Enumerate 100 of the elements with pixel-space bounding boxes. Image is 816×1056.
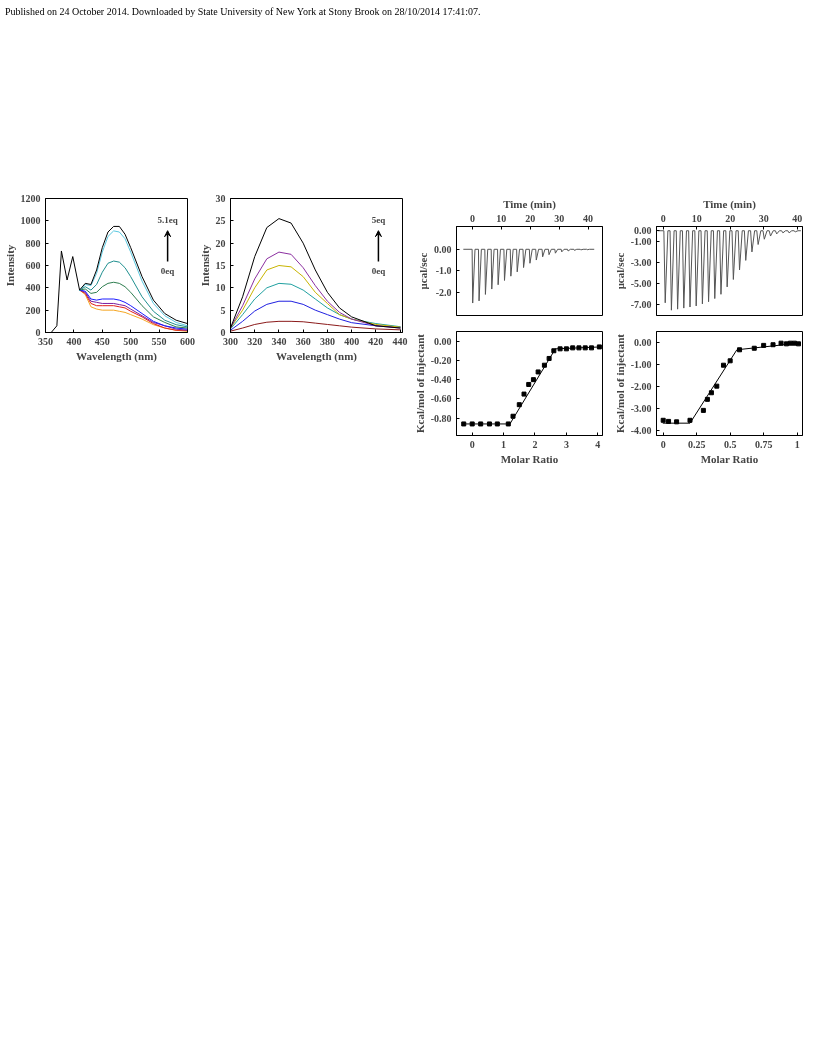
x-tick-label: 40 bbox=[583, 212, 594, 224]
y-tick-label: -1.0 bbox=[435, 265, 452, 277]
y-axis-title: Intensity bbox=[3, 244, 16, 287]
x-tick-label: 1 bbox=[501, 438, 507, 450]
x-axis-title: Time (min) bbox=[703, 197, 757, 211]
x-tick-label: 400 bbox=[66, 335, 82, 347]
point bbox=[576, 345, 582, 351]
y-tick-label: 200 bbox=[25, 304, 41, 316]
y-tick-label: 0 bbox=[220, 327, 226, 339]
x-tick-label: 0 bbox=[469, 438, 475, 450]
y-tick-label: -1.00 bbox=[630, 236, 652, 248]
annotation: 0eq bbox=[371, 265, 386, 276]
x-tick-label: 350 bbox=[38, 335, 53, 347]
y-tick-label: 0.00 bbox=[434, 244, 452, 256]
annotation: 5eq bbox=[371, 215, 386, 226]
line-series bbox=[657, 230, 801, 311]
x-tick-label: 10 bbox=[691, 212, 702, 224]
annotation: 5.1eq bbox=[157, 215, 178, 226]
point bbox=[546, 356, 552, 362]
y-tick-label: 800 bbox=[25, 237, 41, 249]
y-tick-label: -0.20 bbox=[430, 355, 452, 367]
y-tick-label: 20 bbox=[215, 237, 226, 249]
y-tick-label: -3.00 bbox=[630, 402, 652, 414]
y-tick-label: -3.00 bbox=[630, 257, 652, 269]
y-axis-title: μcal/sec bbox=[613, 252, 626, 290]
y-tick-label: -2.00 bbox=[630, 380, 652, 392]
x-tick-label: 30 bbox=[758, 212, 769, 224]
line-series bbox=[230, 283, 401, 330]
x-axis-title: Molar Ratio bbox=[500, 452, 559, 465]
x-tick-label: 600 bbox=[180, 335, 195, 347]
point bbox=[535, 369, 541, 375]
y-axis-title: Kcal/mol of injectant bbox=[413, 333, 426, 434]
x-tick-label: 4 bbox=[595, 438, 601, 450]
point bbox=[714, 383, 720, 389]
y-axis-title: μcal/sec bbox=[417, 252, 429, 290]
y-tick-label: 30 bbox=[215, 193, 226, 205]
x-tick-label: 450 bbox=[94, 335, 110, 347]
y-tick-label: -4.00 bbox=[630, 424, 652, 436]
line-series bbox=[79, 282, 188, 329]
y-tick-label: -5.00 bbox=[630, 278, 652, 290]
point bbox=[720, 362, 726, 368]
point bbox=[795, 341, 801, 347]
y-tick-label: -0.40 bbox=[430, 374, 452, 386]
x-tick-label: 420 bbox=[368, 335, 384, 347]
y-tick-label: 10 bbox=[215, 282, 226, 294]
y-tick-label: 0.00 bbox=[634, 336, 652, 348]
x-tick-label: 1 bbox=[794, 438, 800, 450]
point bbox=[557, 346, 563, 352]
y-tick-label: 1200 bbox=[20, 193, 41, 205]
text: Published on 24 October 2014. Downloaded by State University of New York at Stony Brook on 28/10/2014 17:41:07. bbox=[5, 5, 481, 19]
x-tick-label: 0.25 bbox=[687, 438, 706, 450]
point bbox=[704, 397, 710, 403]
point bbox=[687, 418, 693, 424]
x-tick-label: 30 bbox=[554, 212, 565, 224]
x-tick-label: 320 bbox=[247, 335, 263, 347]
point bbox=[521, 391, 527, 397]
y-tick-label: 0.00 bbox=[634, 225, 652, 237]
point bbox=[700, 408, 706, 414]
y-tick-label: -0.60 bbox=[430, 393, 452, 405]
annotation: 0eq bbox=[160, 265, 175, 276]
x-tick-label: 550 bbox=[151, 335, 167, 347]
y-tick-label: -0.80 bbox=[430, 412, 452, 424]
point bbox=[530, 377, 536, 383]
x-tick-label: 20 bbox=[725, 212, 736, 224]
x-tick-label: 380 bbox=[319, 335, 335, 347]
x-tick-label: 10 bbox=[496, 212, 507, 224]
x-tick-label: 500 bbox=[123, 335, 139, 347]
x-tick-label: 340 bbox=[271, 335, 287, 347]
x-tick-label: 0.5 bbox=[723, 438, 737, 450]
x-tick-label: 40 bbox=[792, 212, 803, 224]
point bbox=[589, 345, 595, 351]
x-axis-title: Wavelength (nm) bbox=[76, 349, 158, 363]
line-series bbox=[463, 249, 595, 304]
y-tick-label: 5 bbox=[220, 304, 226, 316]
y-tick-label: -1.00 bbox=[630, 358, 652, 370]
y-tick-label: 600 bbox=[25, 260, 41, 272]
y-tick-label: 0.00 bbox=[434, 335, 452, 347]
x-tick-label: 2 bbox=[532, 438, 538, 450]
y-tick-label: 15 bbox=[215, 260, 226, 272]
y-tick-label: 0 bbox=[35, 327, 41, 339]
point bbox=[660, 418, 666, 424]
x-tick-label: 300 bbox=[223, 335, 238, 347]
x-tick-label: 400 bbox=[344, 335, 360, 347]
y-tick-label: -7.00 bbox=[630, 299, 652, 311]
y-tick-label: 25 bbox=[215, 215, 226, 227]
x-tick-label: 0.75 bbox=[754, 438, 773, 450]
y-tick-label: -2.0 bbox=[435, 287, 452, 299]
x-tick-label: 20 bbox=[525, 212, 536, 224]
y-tick-label: 1000 bbox=[20, 215, 41, 227]
x-tick-label: 0 bbox=[660, 438, 666, 450]
x-tick-label: 0 bbox=[660, 212, 666, 224]
x-axis-title: Time (min) bbox=[503, 197, 557, 211]
x-axis-title: Wavelength (nm) bbox=[276, 349, 358, 363]
y-tick-label: 400 bbox=[25, 282, 41, 294]
y-axis-title: Intensity bbox=[198, 244, 211, 287]
line-series bbox=[79, 260, 188, 328]
x-tick-label: 0 bbox=[469, 212, 475, 224]
point bbox=[582, 345, 588, 351]
x-tick-label: 440 bbox=[392, 335, 408, 347]
x-axis-title: Molar Ratio bbox=[700, 452, 759, 465]
